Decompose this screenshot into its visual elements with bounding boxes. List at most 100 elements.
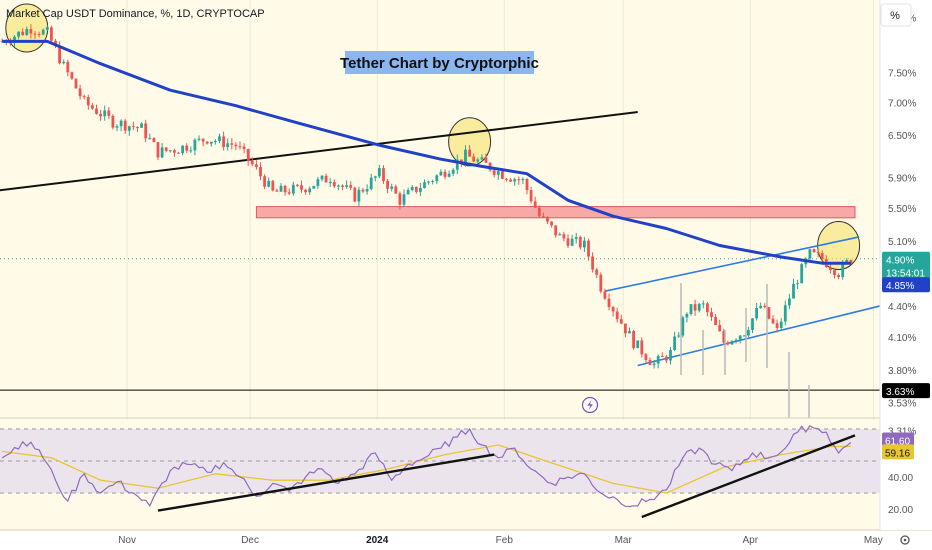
candle[interactable] — [378, 164, 381, 179]
candle[interactable] — [279, 183, 283, 192]
candle[interactable] — [525, 177, 529, 195]
candle[interactable] — [833, 268, 836, 279]
candle[interactable] — [738, 335, 742, 344]
candle[interactable] — [386, 178, 389, 194]
candle[interactable] — [250, 157, 254, 167]
candle[interactable] — [209, 141, 213, 147]
candle[interactable] — [546, 216, 549, 224]
candle[interactable] — [517, 176, 521, 185]
candle[interactable] — [144, 119, 148, 143]
candle[interactable] — [82, 94, 86, 100]
candle[interactable] — [300, 180, 303, 193]
candle[interactable] — [767, 306, 771, 320]
candle[interactable] — [550, 221, 553, 228]
candle[interactable] — [390, 183, 394, 192]
candle[interactable] — [763, 303, 767, 309]
candle[interactable] — [156, 141, 160, 161]
candle[interactable] — [697, 302, 701, 313]
candle[interactable] — [414, 186, 418, 194]
candle[interactable] — [205, 141, 209, 145]
candle[interactable] — [21, 28, 25, 36]
candle[interactable] — [95, 104, 98, 115]
candle[interactable] — [349, 181, 353, 190]
candle[interactable] — [382, 165, 385, 184]
candle[interactable] — [706, 301, 709, 317]
resistance-zone[interactable] — [255, 206, 856, 219]
candle[interactable] — [410, 185, 414, 192]
candle[interactable] — [554, 225, 558, 238]
candle[interactable] — [308, 186, 312, 195]
rsi-trend-line[interactable] — [157, 453, 495, 512]
rsi-trend-line[interactable] — [641, 434, 856, 519]
candle[interactable] — [726, 340, 730, 346]
candle[interactable] — [583, 236, 586, 253]
candle[interactable] — [427, 180, 430, 185]
candle[interactable] — [800, 262, 804, 284]
candle[interactable] — [328, 178, 332, 187]
candle[interactable] — [66, 59, 70, 77]
candle[interactable] — [197, 135, 201, 142]
candle[interactable] — [127, 125, 131, 136]
candle[interactable] — [796, 279, 799, 290]
candle[interactable] — [91, 102, 94, 110]
candle[interactable] — [357, 186, 361, 207]
candle[interactable] — [812, 248, 816, 253]
candle[interactable] — [443, 169, 447, 180]
candle[interactable] — [677, 331, 681, 339]
candle[interactable] — [439, 169, 443, 176]
candle[interactable] — [533, 196, 537, 209]
scale-button-box[interactable] — [880, 3, 912, 27]
candle[interactable] — [476, 157, 480, 164]
candle[interactable] — [78, 84, 82, 100]
candle[interactable] — [595, 267, 599, 279]
candle[interactable] — [99, 109, 102, 121]
candle[interactable] — [751, 317, 754, 334]
candle[interactable] — [603, 288, 607, 300]
candle[interactable] — [480, 154, 484, 161]
candle[interactable] — [337, 184, 340, 191]
candle[interactable] — [431, 179, 435, 185]
candle[interactable] — [29, 24, 33, 39]
candle[interactable] — [472, 153, 476, 162]
candle[interactable] — [820, 250, 824, 263]
candle[interactable] — [304, 188, 307, 195]
candle[interactable] — [115, 124, 119, 132]
candle[interactable] — [640, 337, 644, 358]
candle[interactable] — [267, 177, 271, 188]
rsi-line[interactable] — [1, 425, 852, 508]
candle[interactable] — [185, 143, 189, 153]
candle[interactable] — [74, 78, 78, 89]
candle[interactable] — [0, 38, 4, 43]
candle[interactable] — [369, 173, 373, 191]
candle[interactable] — [611, 305, 615, 317]
candle[interactable] — [332, 179, 336, 188]
candle[interactable] — [201, 138, 205, 147]
candle[interactable] — [570, 234, 574, 247]
candle[interactable] — [578, 235, 582, 250]
candle[interactable] — [808, 248, 812, 260]
trend-line[interactable] — [0, 111, 638, 192]
candle[interactable] — [324, 173, 328, 183]
candle[interactable] — [62, 59, 66, 65]
candle[interactable] — [660, 352, 664, 358]
candle[interactable] — [558, 232, 562, 236]
candle[interactable] — [246, 148, 250, 166]
scale-button[interactable]: % — [880, 3, 912, 27]
candle[interactable] — [263, 174, 266, 190]
scale-button-label[interactable]: % — [890, 10, 900, 22]
candle[interactable] — [291, 181, 295, 196]
candle[interactable] — [788, 293, 791, 310]
highlight-circle[interactable] — [448, 117, 492, 167]
candle[interactable] — [747, 326, 750, 338]
candle[interactable] — [562, 231, 566, 242]
candle[interactable] — [537, 205, 541, 218]
candle[interactable] — [779, 318, 783, 332]
candle[interactable] — [177, 151, 180, 154]
candle[interactable] — [792, 278, 795, 299]
candle[interactable] — [365, 184, 369, 195]
candle[interactable] — [111, 114, 115, 130]
candle[interactable] — [287, 188, 291, 196]
candle[interactable] — [587, 238, 590, 261]
candle[interactable] — [123, 118, 127, 134]
candle[interactable] — [373, 175, 377, 182]
